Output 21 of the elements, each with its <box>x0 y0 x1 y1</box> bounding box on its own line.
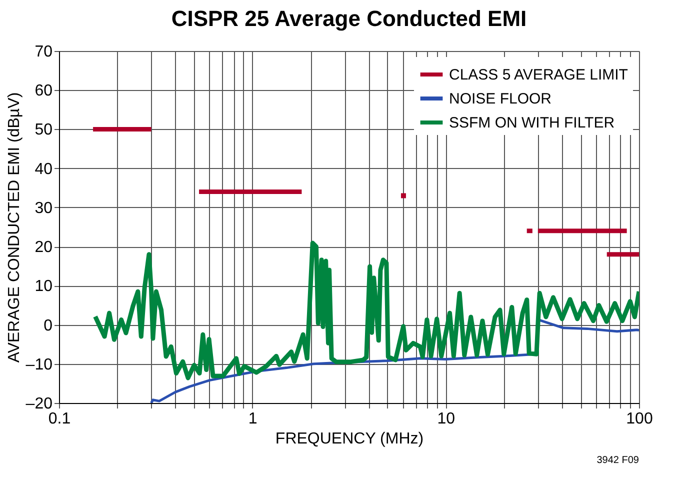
y-tick-label: 60 <box>34 82 53 100</box>
x-tick-label: 100 <box>626 410 653 428</box>
legend-label: CLASS 5 AVERAGE LIMIT <box>449 66 628 84</box>
y-tick-label: 40 <box>34 160 53 178</box>
y-tick-label: –20 <box>26 396 53 412</box>
x-axis-title: FREQUENCY (MHz) <box>275 430 424 448</box>
chart-title: CISPR 25 Average Conducted EMI <box>171 6 527 31</box>
legend-label: NOISE FLOOR <box>449 90 552 108</box>
y-tick-label: 70 <box>34 44 53 60</box>
y-tick-label: 30 <box>34 200 53 217</box>
y-tick-label: 20 <box>34 239 53 256</box>
x-tick-label: 10 <box>437 410 456 428</box>
y-tick-label: 50 <box>34 122 53 139</box>
y-tick-label: 10 <box>34 278 53 296</box>
y-axis-title: AVERAGE CONDUCTED EMI (dBµV) <box>6 92 23 363</box>
y-tick-label: –10 <box>26 356 53 374</box>
x-tick-label: 0.1 <box>48 410 71 428</box>
legend-label: SSFM ON WITH FILTER <box>449 114 615 132</box>
x-tick-label: 1 <box>248 410 258 428</box>
y-tick-label: 0 <box>44 317 53 334</box>
text: 3942 F09 <box>596 455 640 466</box>
